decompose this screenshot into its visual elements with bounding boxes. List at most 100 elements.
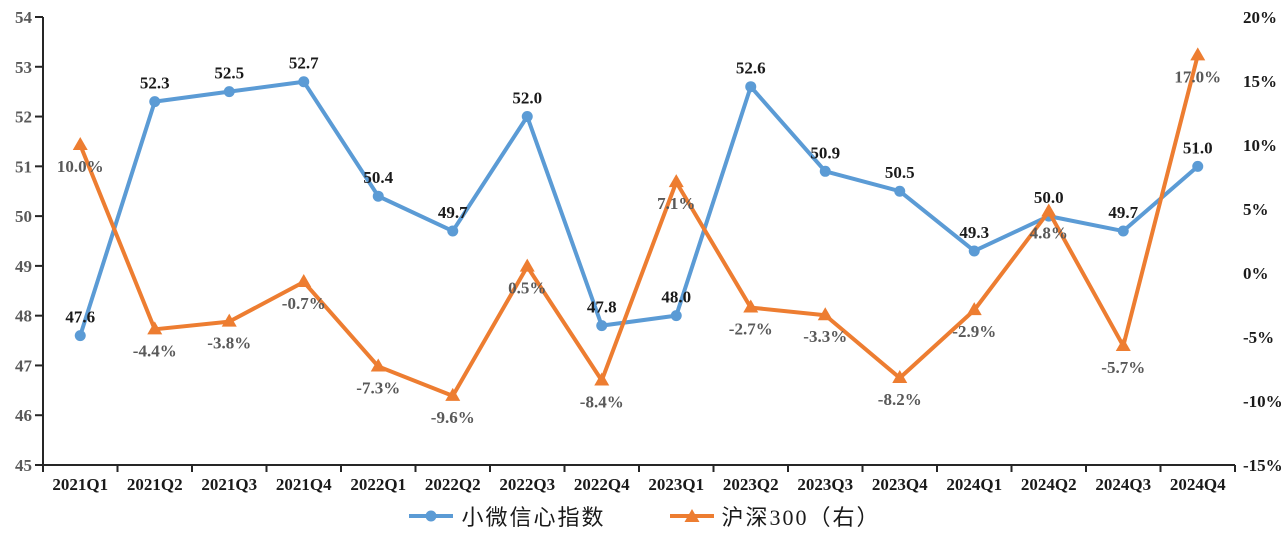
left-axis-tick-label: 53 — [15, 58, 32, 77]
category-label: 2021Q1 — [52, 475, 108, 494]
data-label: -2.9% — [952, 322, 996, 341]
data-label: 17.0% — [1174, 67, 1221, 86]
data-point-marker — [819, 165, 831, 177]
right-axis-tick-label: 20% — [1243, 8, 1277, 27]
left-axis-tick-label: 47 — [15, 356, 33, 375]
data-label: 7.1% — [657, 194, 695, 213]
data-label: 47.6 — [65, 308, 95, 327]
right-axis-tick-label: -10% — [1243, 392, 1283, 411]
category-label: 2024Q1 — [946, 475, 1002, 494]
data-point-marker — [1192, 160, 1204, 172]
data-point-marker — [596, 320, 608, 332]
data-point-marker — [372, 190, 384, 202]
category-label: 2024Q4 — [1170, 475, 1226, 494]
data-label: 48.0 — [661, 288, 691, 307]
data-point-marker — [745, 81, 757, 93]
data-point-marker — [1190, 47, 1206, 61]
data-point-marker — [817, 307, 833, 321]
legend-marker-shape — [684, 509, 699, 522]
legend-marker-shape — [425, 510, 437, 522]
data-point-marker — [445, 387, 461, 401]
data-label: 10.0% — [57, 157, 104, 176]
data-point-marker — [594, 372, 610, 386]
right-axis-tick-label: -15% — [1243, 456, 1283, 475]
left-axis-tick-label: 52 — [15, 108, 32, 127]
data-label: 50.4 — [363, 168, 393, 187]
data-point-marker — [670, 310, 682, 322]
data-label: -2.7% — [729, 320, 773, 339]
data-label: -7.3% — [356, 378, 400, 397]
data-point-marker — [1041, 203, 1057, 217]
data-label: 50.9 — [810, 143, 840, 162]
data-point-marker — [668, 174, 684, 188]
series-line-0 — [78, 79, 1200, 338]
data-point-marker — [894, 185, 906, 197]
data-point-marker — [521, 111, 533, 123]
data-label: 52.5 — [214, 64, 244, 83]
data-label: 49.7 — [1108, 203, 1138, 222]
data-label: 49.7 — [438, 203, 468, 222]
data-label: -3.3% — [803, 327, 847, 346]
data-label: 52.0 — [512, 89, 542, 108]
chart-legend: 小微信心指数 沪深300（右） — [0, 500, 1288, 532]
data-point-marker — [370, 358, 386, 372]
data-label: 52.3 — [140, 74, 170, 93]
left-axis-tick-label: 48 — [15, 307, 32, 326]
category-label: 2022Q2 — [425, 475, 481, 494]
left-axis-tick-label: 54 — [15, 8, 33, 27]
category-label: 2024Q3 — [1095, 475, 1151, 494]
data-label: 47.8 — [587, 298, 617, 317]
data-label: 49.3 — [959, 223, 989, 242]
data-label: -8.4% — [580, 393, 624, 412]
data-label: -0.7% — [282, 294, 326, 313]
category-label: 2022Q4 — [574, 475, 630, 494]
data-point-marker — [296, 273, 312, 287]
category-label: 2021Q3 — [201, 475, 257, 494]
left-axis-tick-label: 50 — [15, 207, 32, 226]
data-label: 0.5% — [508, 279, 546, 298]
left-axis-tick-label: 51 — [15, 157, 32, 176]
data-point-marker — [519, 258, 535, 272]
data-label: 4.8% — [1030, 224, 1068, 243]
data-point-marker — [147, 321, 163, 335]
data-label: 52.7 — [289, 54, 319, 73]
data-label: 51.0 — [1183, 138, 1213, 157]
category-label: 2021Q2 — [127, 475, 183, 494]
data-point-marker — [1117, 225, 1129, 237]
category-label: 2023Q2 — [723, 475, 779, 494]
category-label: 2023Q1 — [648, 475, 704, 494]
legend-item-csi300: 沪深300（右） — [668, 500, 881, 532]
data-point-marker — [447, 225, 459, 237]
series-line-1 — [78, 53, 1200, 398]
data-point-marker — [149, 96, 161, 108]
data-label: -8.2% — [878, 390, 922, 409]
data-point-marker — [74, 330, 86, 342]
category-label: 2023Q3 — [797, 475, 853, 494]
data-label: 50.0 — [1034, 188, 1064, 207]
right-axis-tick-label: 10% — [1243, 136, 1277, 155]
data-point-marker — [1115, 337, 1131, 351]
left-axis-tick-label: 49 — [15, 257, 32, 276]
data-label: -4.4% — [133, 341, 177, 360]
data-label: 50.5 — [885, 163, 915, 182]
category-label: 2022Q3 — [499, 475, 555, 494]
data-point-marker — [966, 302, 982, 316]
data-label: 52.6 — [736, 59, 766, 78]
line-triangle-marker-icon — [669, 509, 714, 522]
data-point-marker — [743, 299, 759, 313]
data-point-marker — [968, 245, 980, 257]
data-point-marker — [221, 313, 237, 327]
right-axis-tick-label: 15% — [1243, 72, 1277, 91]
right-axis-tick-label: 5% — [1243, 200, 1269, 219]
data-point-marker — [72, 137, 88, 150]
category-label: 2022Q1 — [350, 475, 406, 494]
left-axis-tick-label: 45 — [15, 456, 32, 475]
data-label: -3.8% — [207, 334, 251, 353]
left-axis-tick-label: 46 — [15, 406, 32, 425]
right-axis-tick-label: -5% — [1243, 328, 1274, 347]
category-label: 2023Q4 — [872, 475, 928, 494]
data-point-marker — [298, 76, 310, 88]
data-point-marker — [892, 369, 908, 383]
